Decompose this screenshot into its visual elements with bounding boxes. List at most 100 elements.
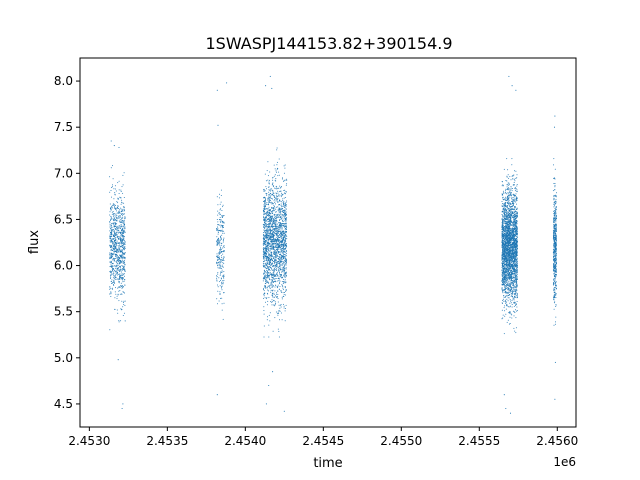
data-point	[270, 201, 272, 203]
data-point	[267, 179, 269, 181]
data-point	[220, 195, 222, 196]
data-point	[265, 255, 267, 257]
data-point	[115, 215, 117, 217]
data-point	[272, 278, 274, 280]
data-point	[221, 264, 223, 266]
data-point	[268, 272, 270, 273]
data-point	[109, 221, 111, 223]
data-point	[121, 247, 123, 249]
data-point	[122, 213, 124, 215]
data-point	[283, 294, 285, 295]
data-point	[120, 242, 122, 244]
data-point	[222, 251, 224, 252]
data-point	[277, 273, 278, 275]
data-point	[110, 228, 112, 230]
data-point	[508, 193, 510, 195]
data-point	[279, 201, 281, 202]
data-point	[275, 222, 277, 224]
data-point	[504, 310, 506, 312]
data-point	[265, 228, 267, 230]
data-point	[267, 208, 269, 210]
data-point	[265, 223, 266, 225]
data-point	[516, 301, 518, 302]
data-point	[279, 251, 281, 253]
data-point	[283, 225, 285, 226]
data-point	[270, 251, 272, 253]
data-point	[116, 274, 118, 276]
data-point	[503, 333, 505, 335]
data-point	[218, 212, 220, 214]
data-point	[120, 308, 122, 310]
data-point	[109, 222, 111, 224]
data-point	[282, 245, 284, 247]
data-point	[270, 258, 272, 260]
data-point	[278, 330, 280, 332]
data-point	[275, 223, 277, 225]
data-point	[124, 263, 126, 265]
data-point	[110, 231, 111, 233]
data-point	[269, 242, 271, 244]
data-point	[270, 283, 272, 284]
data-point	[264, 235, 266, 236]
data-point	[111, 267, 113, 268]
data-point	[114, 207, 116, 209]
data-point	[109, 271, 111, 273]
data-point	[269, 188, 271, 190]
data-point	[269, 253, 271, 255]
data-point	[279, 310, 281, 312]
data-point	[274, 281, 276, 282]
data-point	[284, 235, 286, 237]
data-point	[118, 225, 120, 226]
data-point	[281, 201, 283, 203]
data-point	[223, 221, 225, 223]
data-point	[268, 181, 270, 183]
data-point	[269, 255, 271, 257]
data-point	[273, 253, 275, 255]
data-point	[501, 309, 503, 311]
data-point	[265, 197, 266, 199]
data-point	[285, 197, 287, 198]
data-point	[279, 216, 281, 218]
data-point	[114, 222, 116, 224]
data-point	[281, 265, 283, 267]
data-point	[266, 227, 268, 229]
data-point	[503, 212, 504, 214]
data-point	[501, 185, 503, 187]
data-point	[279, 259, 281, 260]
data-point	[113, 268, 115, 270]
data-point	[283, 239, 285, 241]
data-point	[278, 268, 280, 270]
data-point	[111, 186, 112, 188]
data-point	[111, 229, 113, 231]
data-point	[503, 219, 504, 221]
data-point	[221, 244, 223, 246]
data-point	[277, 214, 279, 216]
data-point	[279, 260, 280, 262]
data-point	[217, 273, 219, 275]
data-point	[275, 241, 277, 243]
data-point	[515, 332, 517, 334]
data-point	[276, 268, 278, 270]
data-point	[274, 229, 276, 231]
data-point	[270, 273, 272, 275]
data-point	[284, 280, 286, 282]
data-point	[272, 183, 274, 185]
data-point	[277, 235, 279, 237]
data-point	[267, 161, 269, 163]
data-point	[218, 230, 220, 231]
data-point	[509, 204, 511, 206]
data-point	[277, 197, 279, 199]
data-point	[275, 274, 277, 276]
data-point	[123, 246, 125, 248]
data-point	[118, 208, 119, 209]
data-point	[283, 214, 285, 216]
data-point	[264, 228, 266, 230]
data-point	[264, 222, 266, 224]
data-point	[119, 277, 121, 278]
data-point	[115, 236, 117, 238]
data-point	[270, 284, 272, 286]
data-point	[124, 284, 126, 286]
data-point	[121, 210, 123, 212]
data-point	[111, 287, 113, 289]
